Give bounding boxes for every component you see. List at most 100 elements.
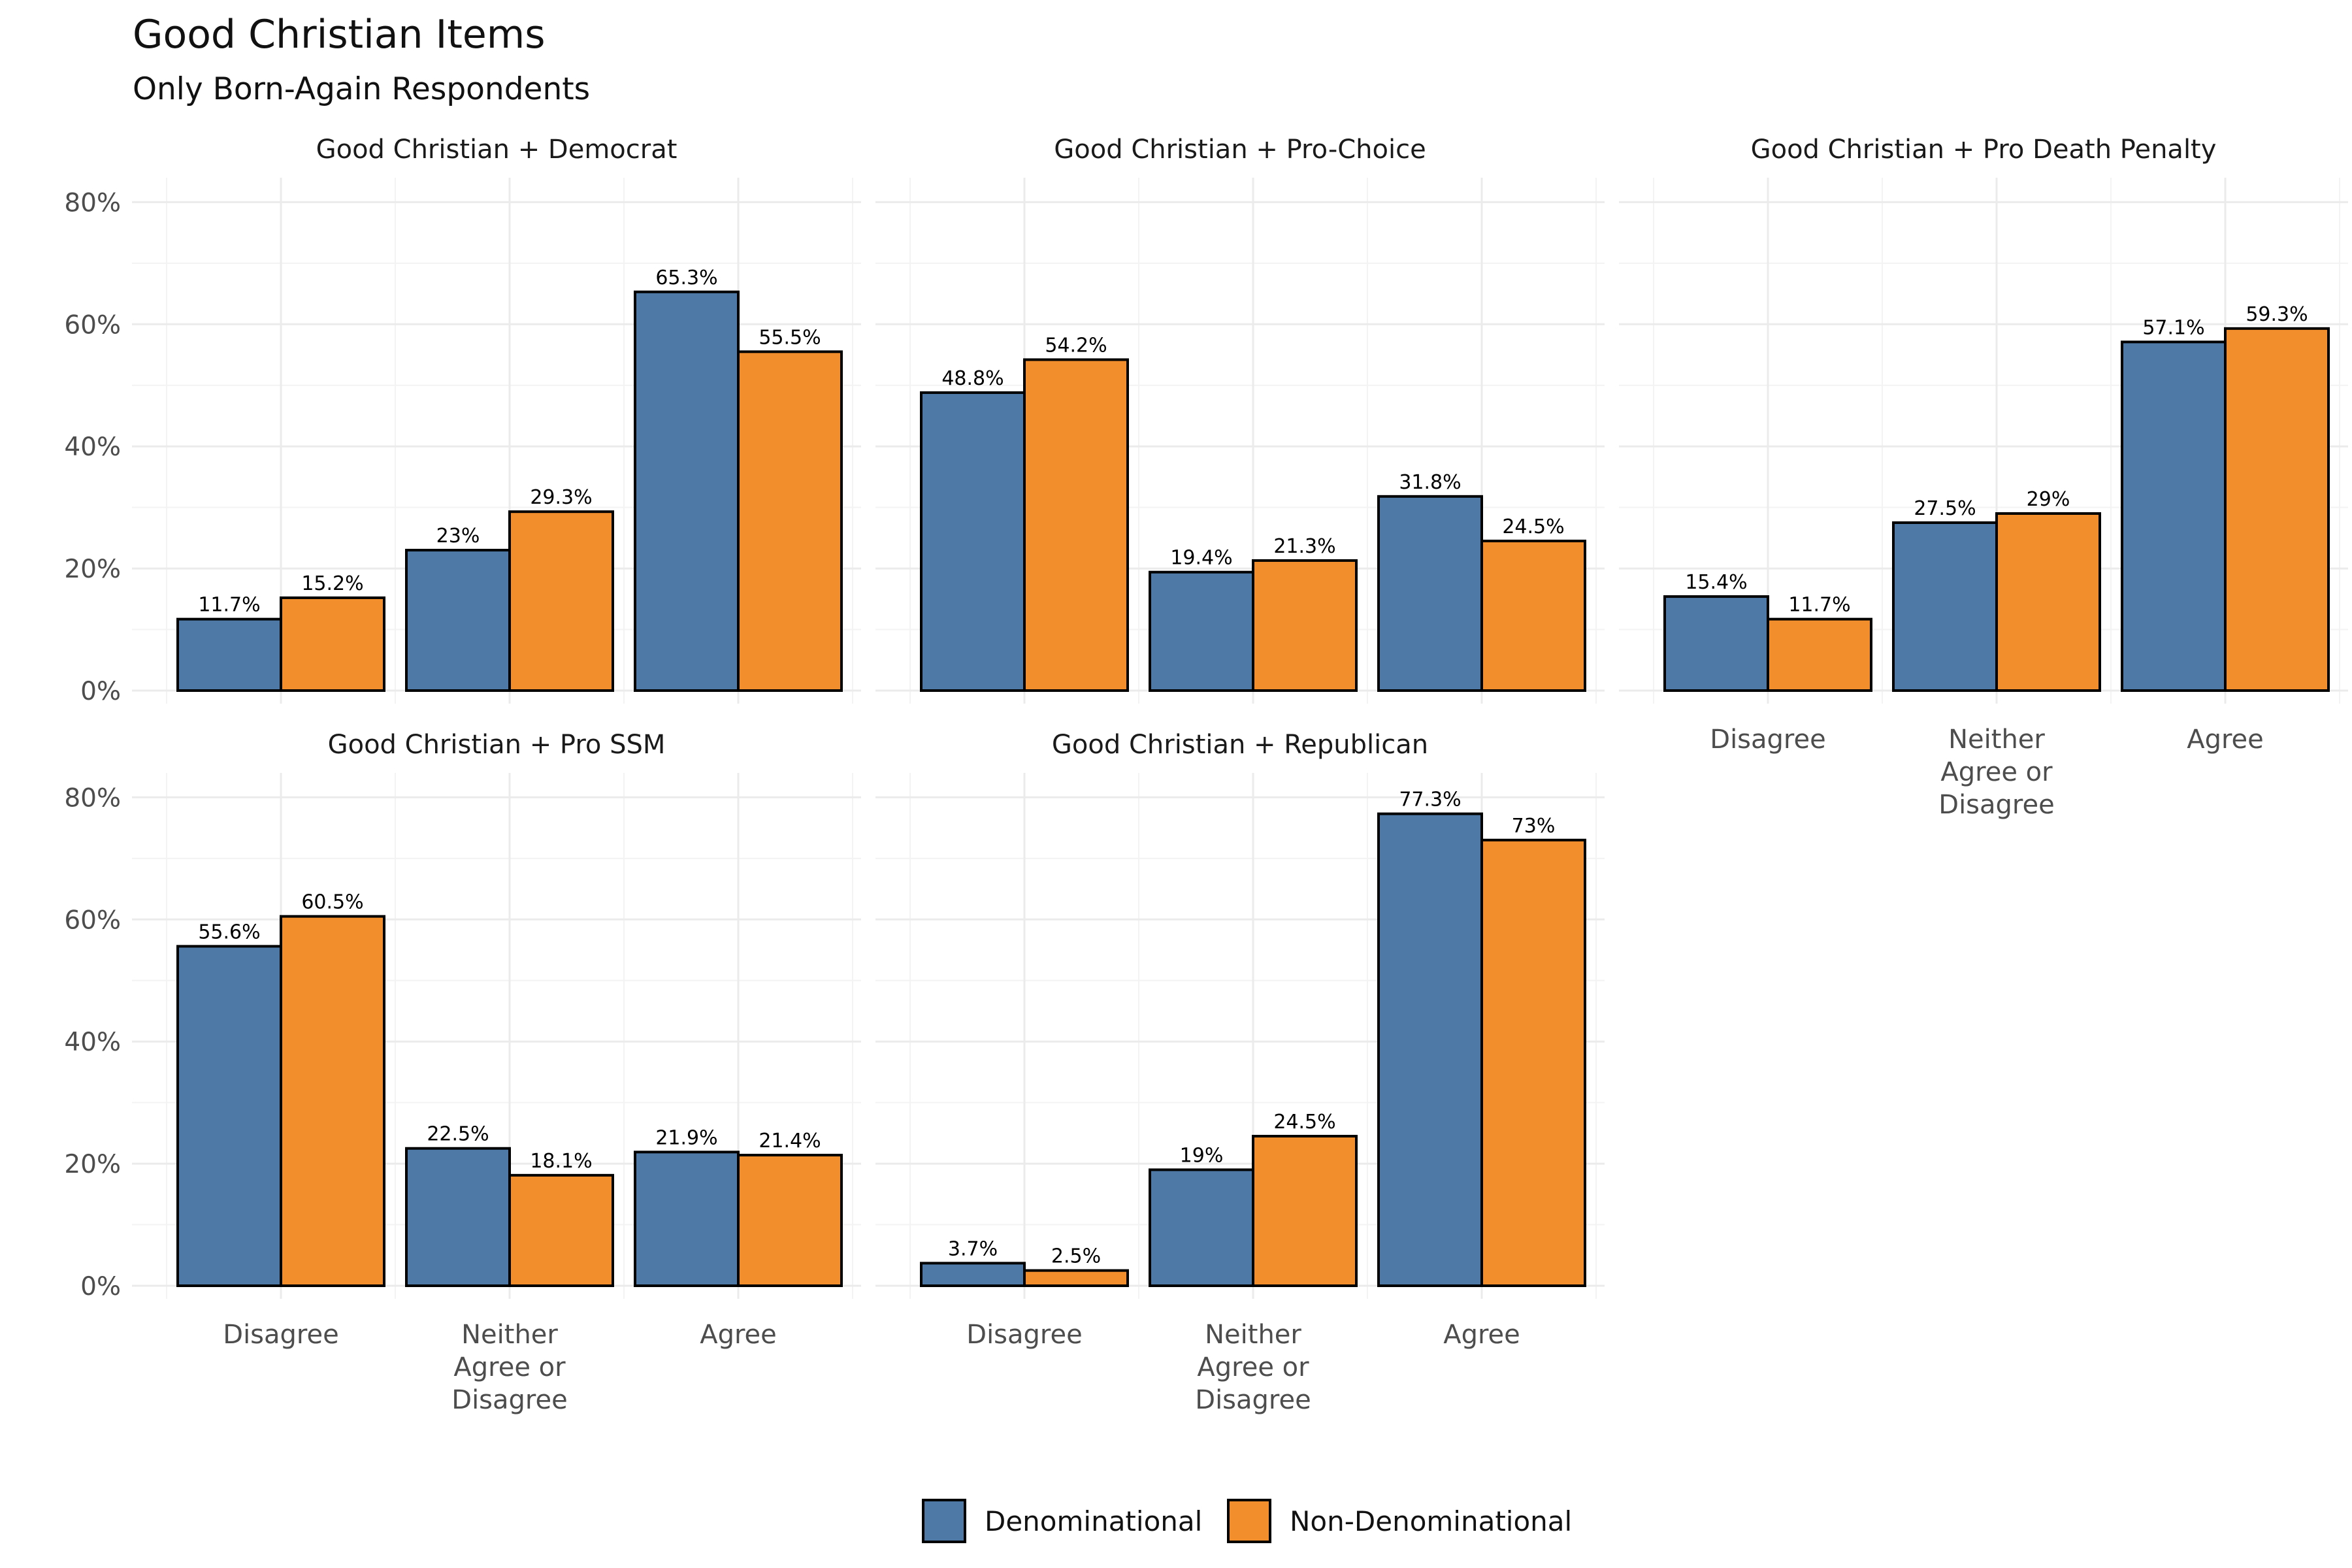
data-label: 77.3%: [1399, 789, 1461, 811]
y-tick-label: 0%: [80, 1272, 121, 1301]
data-label: 29.3%: [530, 486, 592, 509]
bar: [405, 549, 511, 692]
data-label: 54.2%: [1045, 334, 1107, 357]
x-tick-label: Agree: [700, 1320, 777, 1350]
y-tick-label: 60%: [64, 906, 121, 935]
bar: [1377, 495, 1483, 692]
chart-subtitle: Only Born-Again Respondents: [133, 71, 590, 107]
x-tick-label: Disagree: [1938, 790, 2054, 820]
data-label: 11.7%: [1788, 594, 1850, 617]
data-label: 60.5%: [301, 891, 363, 914]
data-label: 48.8%: [941, 367, 1004, 390]
bar: [737, 1154, 843, 1288]
y-tick-label: 40%: [64, 1028, 121, 1057]
data-label: 23%: [436, 525, 480, 547]
x-tick-label: Agree: [2187, 725, 2264, 755]
x-tick-label: Agree: [1443, 1320, 1520, 1350]
data-label: 59.3%: [2246, 303, 2308, 326]
bar: [176, 945, 282, 1287]
panel: Good Christian + Republican 3.7% 2.5% 19% 24…: [875, 730, 1605, 1415]
data-label: 21.4%: [759, 1130, 821, 1152]
bar: [1023, 1269, 1129, 1288]
panels-group: Good Christian + Democrat 0% 20% 40% 60% 80% 1…: [64, 135, 2348, 1415]
y-tick-label: 40%: [64, 433, 121, 462]
data-label: 29%: [2027, 488, 2070, 511]
data-label: 19.4%: [1170, 547, 1232, 570]
bar: [2121, 340, 2227, 692]
y-tick-label: 20%: [64, 1150, 121, 1179]
data-label: 15.2%: [301, 572, 363, 595]
bar: [508, 510, 614, 692]
panel-title: Good Christian + Pro SSM: [328, 730, 666, 760]
data-label: 15.4%: [1685, 571, 1747, 594]
bar: [737, 350, 843, 692]
legend-swatch: [922, 1499, 966, 1543]
bar: [1149, 570, 1254, 693]
bar: [1023, 358, 1129, 692]
data-label: 27.5%: [1914, 497, 1976, 520]
bar: [1252, 1135, 1358, 1287]
data-label: 21.9%: [655, 1126, 717, 1149]
chart-title: Good Christian Items: [133, 12, 546, 57]
data-label: 73%: [1512, 815, 1556, 838]
bar: [280, 915, 385, 1287]
x-tick-label: Agree or: [453, 1352, 566, 1382]
data-label: 65.3%: [655, 267, 717, 289]
y-tick-label: 60%: [64, 310, 121, 340]
bar: [508, 1173, 614, 1287]
data-label: 55.5%: [759, 326, 821, 349]
legend-swatch: [1227, 1499, 1271, 1543]
x-tick-label: Neither: [461, 1320, 558, 1350]
bar: [634, 1151, 740, 1287]
x-tick-label: Disagree: [1710, 725, 1825, 755]
data-label: 24.5%: [1273, 1111, 1335, 1134]
x-tick-label: Neither: [1948, 725, 2045, 755]
panel-title: Good Christian + Pro-Choice: [1054, 135, 1426, 165]
x-tick-label: Disagree: [966, 1320, 1082, 1350]
bar: [1663, 595, 1769, 692]
data-label: 19%: [1180, 1144, 1224, 1167]
x-tick-label: Disagree: [451, 1385, 567, 1415]
bar: [920, 1262, 1026, 1287]
bar: [1892, 521, 1998, 693]
data-label: 21.3%: [1273, 535, 1335, 558]
y-tick-label: 0%: [80, 677, 121, 706]
data-label: 2.5%: [1051, 1245, 1101, 1268]
bar: [634, 290, 740, 692]
panel-title: Good Christian + Democrat: [316, 135, 678, 165]
legend-label: Denominational: [985, 1505, 1202, 1537]
legend-label: Non-Denominational: [1290, 1505, 1572, 1537]
data-label: 31.8%: [1399, 471, 1461, 494]
bar: [1480, 540, 1586, 693]
bar: [1377, 812, 1483, 1287]
bar: [1149, 1168, 1254, 1287]
data-label: 57.1%: [2142, 316, 2204, 339]
bar: [176, 617, 282, 692]
x-tick-label: Neither: [1205, 1320, 1301, 1350]
bar: [2224, 327, 2330, 692]
y-tick-label: 80%: [64, 783, 121, 813]
panel: Good Christian + Pro-Choice 48.8% 54.2% 19.…: [875, 135, 1605, 704]
x-tick-label: Disagree: [1195, 1385, 1311, 1415]
data-label: 22.5%: [427, 1123, 489, 1146]
bar: [1995, 512, 2101, 692]
panel: Good Christian + Pro Death Penalty 15.4% 1…: [1619, 135, 2348, 820]
y-tick-label: 20%: [64, 555, 121, 584]
bar: [1767, 617, 1872, 692]
data-label: 18.1%: [530, 1150, 592, 1173]
bar: [280, 596, 385, 693]
x-tick-label: Agree or: [1940, 757, 2053, 787]
bar: [920, 391, 1026, 692]
bar: [1480, 838, 1586, 1287]
legend: Denominational Non-Denominational: [922, 1499, 1572, 1543]
data-label: 3.7%: [948, 1237, 998, 1260]
data-label: 11.7%: [198, 594, 260, 617]
panel-title: Good Christian + Republican: [1052, 730, 1428, 760]
panel-title: Good Christian + Pro Death Penalty: [1751, 135, 2217, 165]
data-label: 55.6%: [198, 921, 260, 943]
y-tick-label: 80%: [64, 188, 121, 218]
x-tick-label: Disagree: [223, 1320, 338, 1350]
bar: [1252, 559, 1358, 692]
panel: Good Christian + Pro SSM 0% 20% 40% 60% 80% 55…: [64, 730, 861, 1415]
